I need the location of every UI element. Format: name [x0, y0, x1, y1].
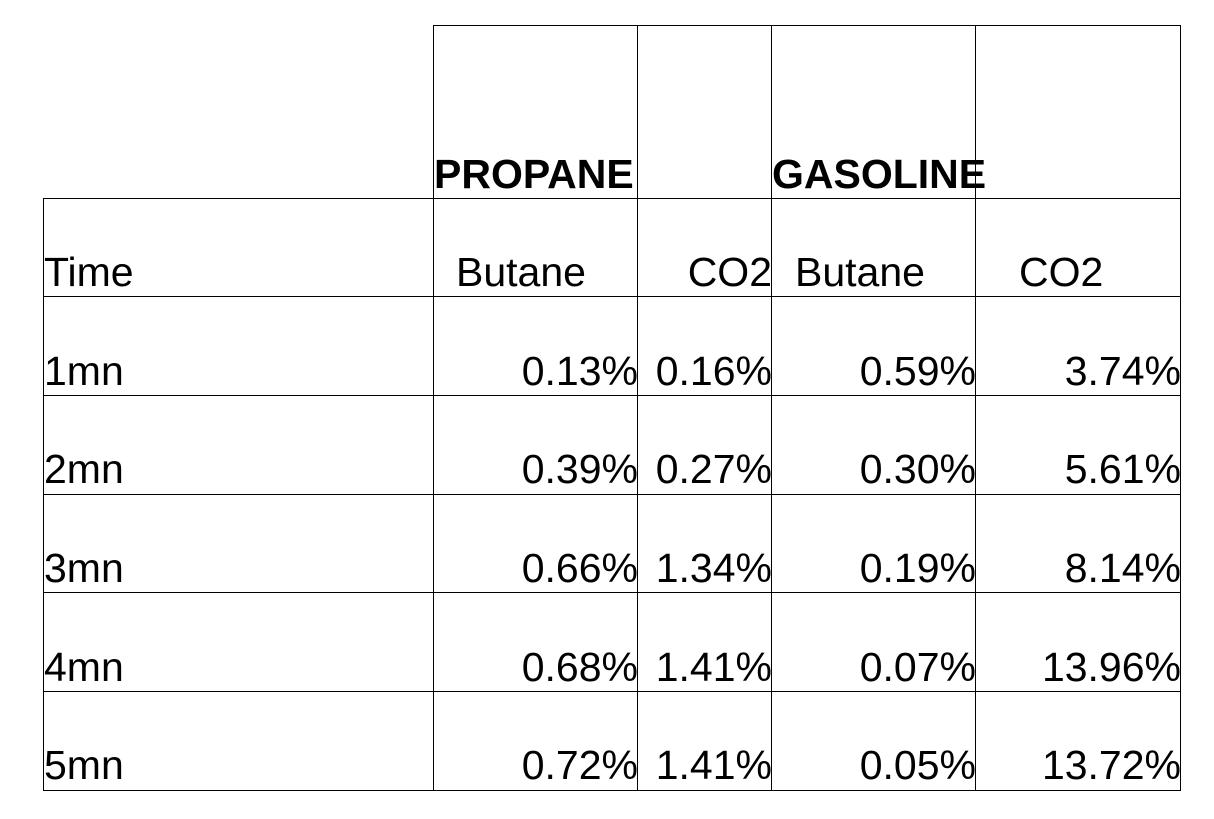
table-row-1-time[interactable]: 1mn [44, 348, 124, 394]
table-row-2-propane-co2[interactable]: 0.27% [655, 446, 772, 492]
table-row-4-propane-butane[interactable]: 0.68% [521, 644, 638, 690]
table-row-5-time[interactable]: 5mn [44, 742, 124, 788]
grid-line [1180, 25, 1181, 791]
column-header-propane-co2[interactable]: CO2 [687, 249, 772, 295]
grid-line [43, 395, 1181, 396]
grid-line [43, 691, 1181, 692]
group-header-gasoline[interactable]: GASOLINE [772, 151, 987, 197]
table-row-5-gasoline-co2[interactable]: 13.72% [1041, 742, 1181, 788]
grid-line [43, 198, 44, 791]
table-row-5-propane-co2[interactable]: 1.41% [655, 742, 772, 788]
table-row-1-propane-co2[interactable]: 0.16% [655, 348, 772, 394]
column-header-time[interactable]: Time [44, 249, 134, 295]
table-row-5-propane-butane[interactable]: 0.72% [521, 742, 638, 788]
column-header-propane-butane[interactable]: Butane [456, 249, 586, 295]
grid-line [975, 25, 976, 791]
table-row-3-gasoline-butane[interactable]: 0.19% [859, 545, 976, 591]
grid-line [637, 25, 638, 791]
grid-line [433, 25, 434, 791]
table-row-3-time[interactable]: 3mn [44, 545, 124, 591]
table-row-3-gasoline-co2[interactable]: 8.14% [1064, 545, 1181, 591]
table-row-3-propane-butane[interactable]: 0.66% [521, 545, 638, 591]
table-row-2-gasoline-co2[interactable]: 5.61% [1064, 446, 1181, 492]
table-row-4-time[interactable]: 4mn [44, 644, 124, 690]
column-header-gasoline-butane[interactable]: Butane [795, 249, 925, 295]
grid-line [43, 494, 1181, 495]
table-row-1-gasoline-co2[interactable]: 3.74% [1064, 348, 1181, 394]
grid-line [43, 296, 1181, 297]
grid-line [43, 198, 1181, 199]
column-header-gasoline-co2[interactable]: CO2 [1019, 249, 1104, 295]
table-row-1-propane-butane[interactable]: 0.13% [521, 348, 638, 394]
table-row-5-gasoline-butane[interactable]: 0.05% [859, 742, 976, 788]
table-row-4-gasoline-co2[interactable]: 13.96% [1041, 644, 1181, 690]
table-row-1-gasoline-butane[interactable]: 0.59% [859, 348, 976, 394]
table-row-2-time[interactable]: 2mn [44, 446, 124, 492]
grid-line [43, 592, 1181, 593]
grid-line [771, 25, 772, 791]
table-row-2-propane-butane[interactable]: 0.39% [521, 446, 638, 492]
table-row-3-propane-co2[interactable]: 1.34% [655, 545, 772, 591]
grid-line [43, 790, 1181, 791]
grid-line [433, 25, 1181, 26]
table-row-4-gasoline-butane[interactable]: 0.07% [859, 644, 976, 690]
table-row-2-gasoline-butane[interactable]: 0.30% [859, 446, 976, 492]
table-row-4-propane-co2[interactable]: 1.41% [655, 644, 772, 690]
group-header-propane[interactable]: PROPANE [434, 151, 634, 197]
